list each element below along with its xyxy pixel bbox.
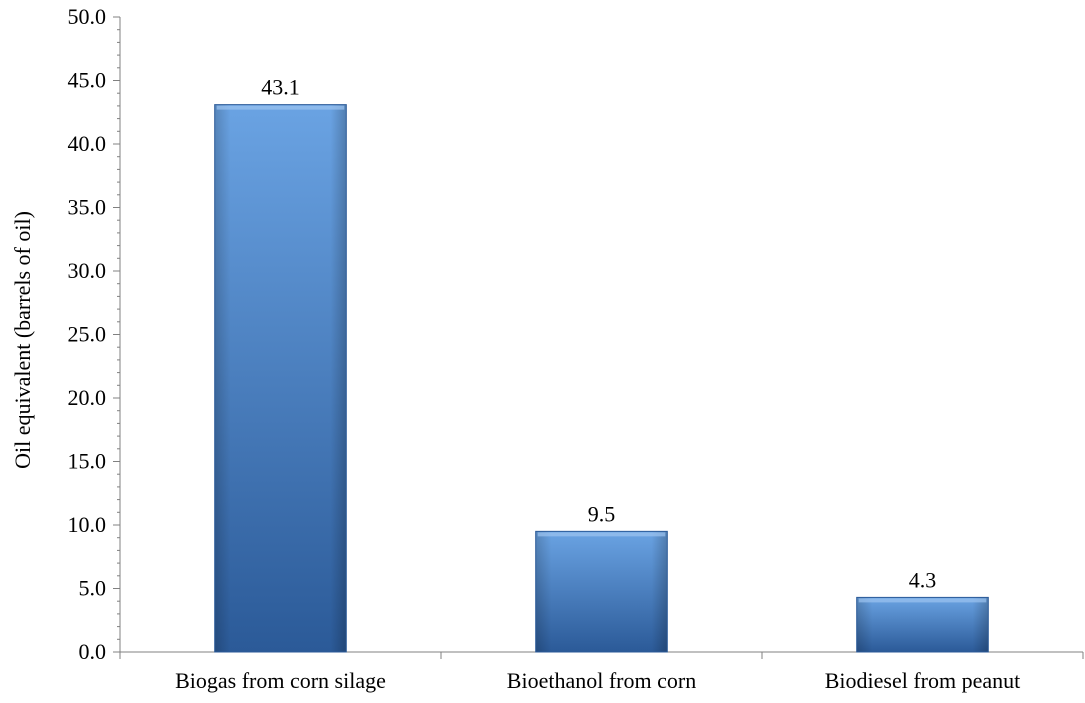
x-tick-label: Biodiesel from peanut: [825, 668, 1021, 693]
y-tick-label: 15.0: [68, 449, 107, 474]
x-tick-label: Bioethanol from corn: [507, 668, 696, 693]
bar-highlight: [858, 598, 987, 603]
bar-outline: [214, 104, 347, 653]
y-tick-label: 45.0: [68, 68, 107, 93]
y-tick-label: 5.0: [79, 576, 107, 601]
bar-value-label: 9.5: [588, 501, 616, 526]
data-labels: 43.1 9.5 4.3: [261, 75, 936, 593]
y-tick-label: 35.0: [68, 195, 107, 220]
x-axis: Biogas from corn silage Bioethanol from c…: [119, 651, 1084, 693]
bar: [856, 596, 989, 653]
bar-shade: [214, 104, 347, 652]
bar-shade: [535, 531, 668, 652]
bars: [214, 104, 989, 653]
y-tick-label: 30.0: [68, 258, 107, 283]
y-tick-label: 25.0: [68, 322, 107, 347]
y-tick-label: 50.0: [68, 4, 107, 29]
y-tick-label: 20.0: [68, 385, 107, 410]
bar-highlight: [216, 105, 345, 110]
y-tick-label: 40.0: [68, 131, 107, 156]
bar-outline: [856, 596, 989, 653]
y-tick-label: 0.0: [79, 639, 107, 664]
bar: [535, 530, 668, 653]
bar-shade: [856, 597, 989, 652]
bar-value-label: 43.1: [261, 75, 300, 100]
bar-value-label: 4.3: [909, 567, 937, 592]
bar-outline: [535, 530, 668, 653]
x-tick-label: Biogas from corn silage: [175, 668, 386, 693]
y-tick-label: 10.0: [68, 512, 107, 537]
bar-highlight: [537, 532, 666, 537]
bar: [214, 104, 347, 653]
y-axis: 0.0 5.0 10.0 15.0 20.0 25.0 30.0 35.0 40.0 45.0 50…: [68, 4, 121, 664]
y-axis-title: Oil equivalent (barrels of oil): [10, 211, 35, 469]
